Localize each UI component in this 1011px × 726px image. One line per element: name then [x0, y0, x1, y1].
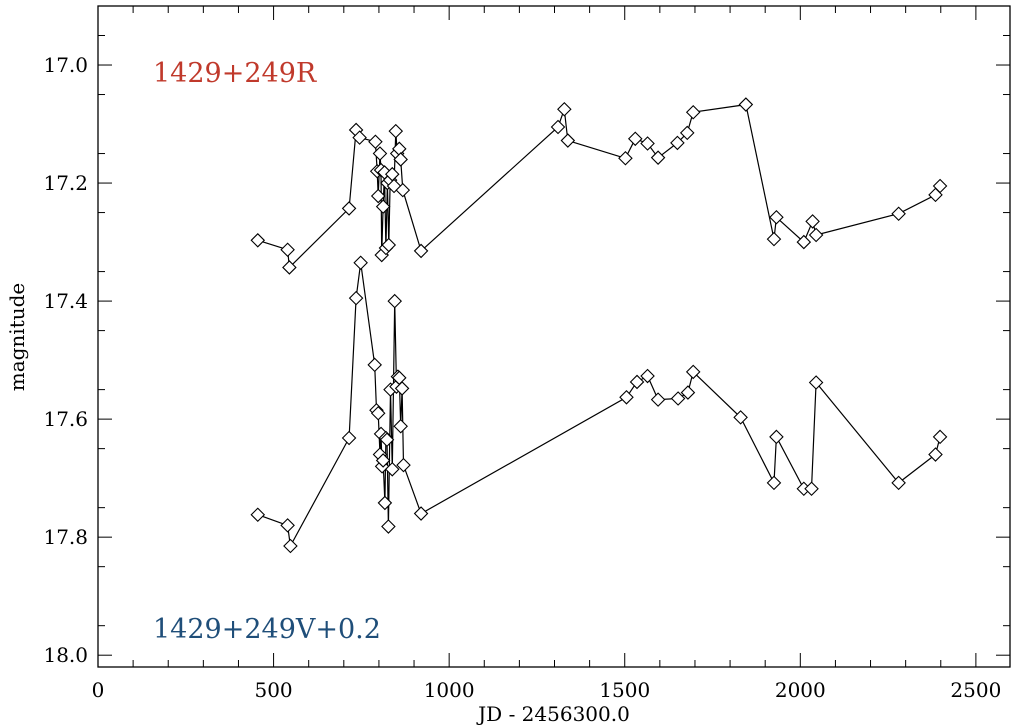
data-point-marker [341, 430, 357, 446]
data-point-marker [352, 130, 367, 145]
data-point-marker [394, 381, 410, 396]
data-point-marker [680, 385, 696, 400]
data-point-marker [629, 374, 645, 390]
data-point-marker [932, 429, 948, 445]
data-point-marker [372, 146, 388, 161]
data-point-marker [377, 495, 393, 511]
data-point-marker [381, 237, 397, 253]
data-point-marker [280, 242, 295, 258]
y-axis-title: magnitude [5, 283, 29, 392]
data-point-marker [766, 231, 782, 247]
data-point-marker [557, 102, 572, 117]
data-point-marker [650, 392, 666, 407]
data-point-marker [375, 453, 391, 468]
plot-axes: 0 500 1000 1500 2000 2500 17.0 17.2 17.4 17.6 17.8… [43, 5, 1011, 702]
data-point-marker [932, 178, 948, 194]
data-point-marker [670, 135, 685, 151]
data-point-marker [280, 518, 295, 533]
data-point-marker [685, 104, 701, 120]
data-point-marker [381, 519, 396, 534]
x-axis-title: JD - 2456300.0 [476, 702, 630, 726]
data-point-marker [796, 234, 812, 250]
x-tick-label: 2500 [950, 678, 1001, 702]
data-point-marker [738, 97, 754, 112]
data-point-marker [393, 152, 408, 167]
data-point-marker [393, 418, 408, 434]
data-point-marker [387, 293, 403, 309]
series-label-1429-249r: 1429+249R [153, 58, 317, 89]
data-point-marker [618, 150, 633, 166]
data-point-marker [283, 538, 298, 554]
y-tick-label: 17.6 [43, 407, 88, 431]
data-point-marker [375, 199, 391, 214]
data-point-marker [808, 227, 824, 243]
data-point-marker [396, 457, 411, 473]
data-point-marker [891, 475, 906, 491]
data-point-marker [928, 447, 943, 462]
data-point-marker [804, 481, 819, 497]
data-point-marker [379, 432, 395, 448]
data-point-marker [413, 243, 429, 259]
data-point-marker [250, 233, 266, 248]
data-point-marker [250, 507, 266, 523]
data-point-marker [627, 131, 643, 147]
data-point-marker [679, 125, 695, 141]
data-point-marker [640, 368, 655, 384]
x-tick-label: 500 [254, 678, 292, 702]
series-line [257, 262, 941, 548]
data-point-marker [733, 410, 748, 425]
data-point-marker [367, 357, 382, 373]
y-tick-label: 17.4 [43, 289, 88, 313]
data-point-marker [670, 391, 686, 406]
series-r-band [250, 97, 948, 275]
data-point-marker [766, 475, 782, 491]
data-point-marker [560, 133, 576, 148]
x-tick-label: 2000 [775, 678, 826, 702]
y-tick-label: 17.8 [43, 525, 88, 549]
data-point-marker [891, 206, 906, 222]
series-label-1429-249v: 1429+249V+0.2 [153, 614, 381, 645]
y-tick-label: 17.2 [43, 171, 88, 195]
data-point-marker [650, 150, 666, 165]
data-point-marker [370, 188, 386, 204]
series-layer [250, 97, 948, 554]
x-tick-label: 1000 [424, 678, 475, 702]
data-point-marker [413, 506, 429, 521]
data-point-marker [384, 462, 400, 477]
data-point-marker [619, 390, 634, 405]
data-point-marker [805, 214, 820, 229]
plot-frame [97, 5, 1011, 668]
data-point-marker [353, 255, 368, 271]
y-tick-label: 18.0 [43, 643, 88, 667]
x-tick-label: 1500 [599, 678, 650, 702]
y-tick-label: 17.0 [43, 53, 88, 77]
data-point-marker [395, 182, 411, 198]
data-point-marker [550, 119, 566, 135]
data-point-marker [808, 375, 824, 390]
data-point-marker [640, 136, 655, 151]
data-point-marker [370, 405, 386, 421]
data-point-marker [685, 364, 701, 380]
data-point-marker [341, 201, 357, 216]
data-point-marker [769, 429, 784, 445]
series-v-band [250, 255, 948, 554]
data-point-marker [769, 210, 784, 225]
x-tick-label: 0 [92, 678, 105, 702]
data-point-marker [282, 260, 297, 275]
data-point-marker [348, 290, 364, 306]
data-point-marker [388, 123, 404, 139]
data-point-marker [368, 134, 383, 150]
